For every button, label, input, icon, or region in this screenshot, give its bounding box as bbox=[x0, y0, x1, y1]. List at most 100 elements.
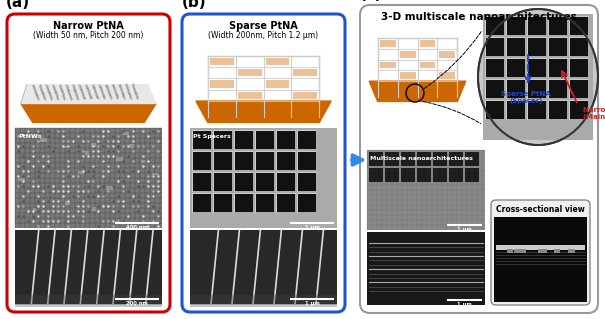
Bar bbox=[65, 201, 70, 205]
Bar bbox=[569, 16, 570, 36]
Bar bbox=[465, 168, 479, 182]
Bar bbox=[77, 171, 83, 174]
Bar bbox=[293, 69, 318, 77]
Bar bbox=[419, 62, 436, 69]
Bar bbox=[33, 208, 36, 211]
Bar bbox=[485, 100, 505, 101]
Bar bbox=[548, 58, 568, 59]
Bar bbox=[266, 80, 289, 88]
Bar bbox=[507, 249, 513, 253]
Bar bbox=[234, 151, 254, 152]
Bar bbox=[293, 92, 318, 99]
Bar bbox=[548, 37, 568, 38]
FancyBboxPatch shape bbox=[360, 5, 598, 313]
Bar bbox=[297, 151, 317, 152]
Bar bbox=[297, 172, 317, 173]
Text: 3-D multiscale nanoarchitectures: 3-D multiscale nanoarchitectures bbox=[381, 12, 577, 22]
Bar bbox=[506, 58, 526, 59]
Bar bbox=[528, 38, 546, 56]
Bar bbox=[256, 152, 274, 170]
Bar bbox=[234, 172, 235, 192]
Bar bbox=[486, 59, 504, 77]
Bar bbox=[485, 58, 505, 59]
Bar bbox=[214, 131, 232, 149]
FancyBboxPatch shape bbox=[7, 14, 170, 312]
Bar bbox=[496, 245, 585, 250]
Bar bbox=[116, 158, 123, 161]
Bar bbox=[379, 40, 396, 47]
Bar bbox=[15, 294, 162, 297]
Bar bbox=[548, 37, 549, 57]
Bar bbox=[298, 131, 316, 149]
Bar bbox=[369, 168, 383, 182]
Bar bbox=[190, 298, 337, 301]
Bar bbox=[570, 17, 588, 35]
FancyBboxPatch shape bbox=[491, 200, 590, 305]
Bar bbox=[548, 100, 568, 101]
Bar bbox=[214, 152, 232, 170]
Bar bbox=[276, 130, 296, 131]
Bar bbox=[192, 172, 193, 192]
FancyBboxPatch shape bbox=[182, 14, 345, 312]
Bar bbox=[213, 193, 214, 213]
Bar bbox=[569, 100, 570, 120]
Bar bbox=[367, 150, 485, 230]
Bar bbox=[527, 100, 528, 120]
Bar bbox=[276, 151, 277, 171]
Bar bbox=[485, 79, 486, 99]
Bar bbox=[256, 173, 274, 191]
Bar bbox=[385, 152, 399, 166]
Bar bbox=[569, 37, 570, 57]
Bar bbox=[549, 17, 567, 35]
Bar bbox=[190, 128, 337, 228]
Bar bbox=[190, 294, 337, 297]
Bar bbox=[15, 300, 162, 303]
Bar bbox=[213, 172, 214, 192]
Bar bbox=[485, 16, 505, 17]
Bar bbox=[548, 58, 549, 78]
Bar bbox=[210, 80, 234, 88]
Polygon shape bbox=[196, 101, 331, 122]
Bar bbox=[255, 130, 275, 131]
Bar bbox=[235, 194, 253, 212]
Bar bbox=[15, 128, 162, 228]
Text: 1 μm: 1 μm bbox=[457, 227, 472, 232]
Bar bbox=[190, 302, 337, 305]
Bar bbox=[485, 79, 505, 80]
Bar bbox=[213, 151, 233, 152]
Bar bbox=[369, 152, 383, 166]
Bar bbox=[569, 37, 589, 38]
Bar bbox=[419, 40, 436, 47]
Polygon shape bbox=[21, 103, 156, 122]
Bar bbox=[234, 130, 254, 131]
Bar bbox=[528, 80, 546, 98]
Bar bbox=[548, 16, 568, 17]
Bar bbox=[486, 80, 504, 98]
Bar bbox=[548, 79, 568, 80]
Bar bbox=[486, 38, 504, 56]
Bar bbox=[433, 152, 447, 166]
Bar bbox=[538, 249, 544, 253]
Text: PtNWs: PtNWs bbox=[18, 134, 42, 139]
Ellipse shape bbox=[478, 9, 598, 145]
Bar bbox=[569, 100, 589, 101]
Bar bbox=[514, 249, 520, 253]
Bar bbox=[234, 172, 254, 173]
Bar bbox=[129, 144, 134, 148]
Bar bbox=[255, 193, 256, 213]
Bar bbox=[18, 178, 25, 182]
Bar bbox=[210, 58, 234, 65]
Bar bbox=[190, 230, 337, 304]
Bar bbox=[193, 173, 211, 191]
Bar bbox=[213, 172, 233, 173]
Bar bbox=[528, 17, 546, 35]
Bar bbox=[486, 17, 504, 35]
Bar bbox=[548, 16, 549, 36]
Bar bbox=[255, 193, 275, 194]
Bar bbox=[527, 100, 547, 101]
Bar bbox=[255, 172, 275, 173]
Text: (Width 50 nm, Pitch 200 nm): (Width 50 nm, Pitch 200 nm) bbox=[33, 31, 144, 40]
Bar bbox=[193, 152, 211, 170]
Bar bbox=[277, 173, 295, 191]
Bar bbox=[379, 62, 396, 69]
